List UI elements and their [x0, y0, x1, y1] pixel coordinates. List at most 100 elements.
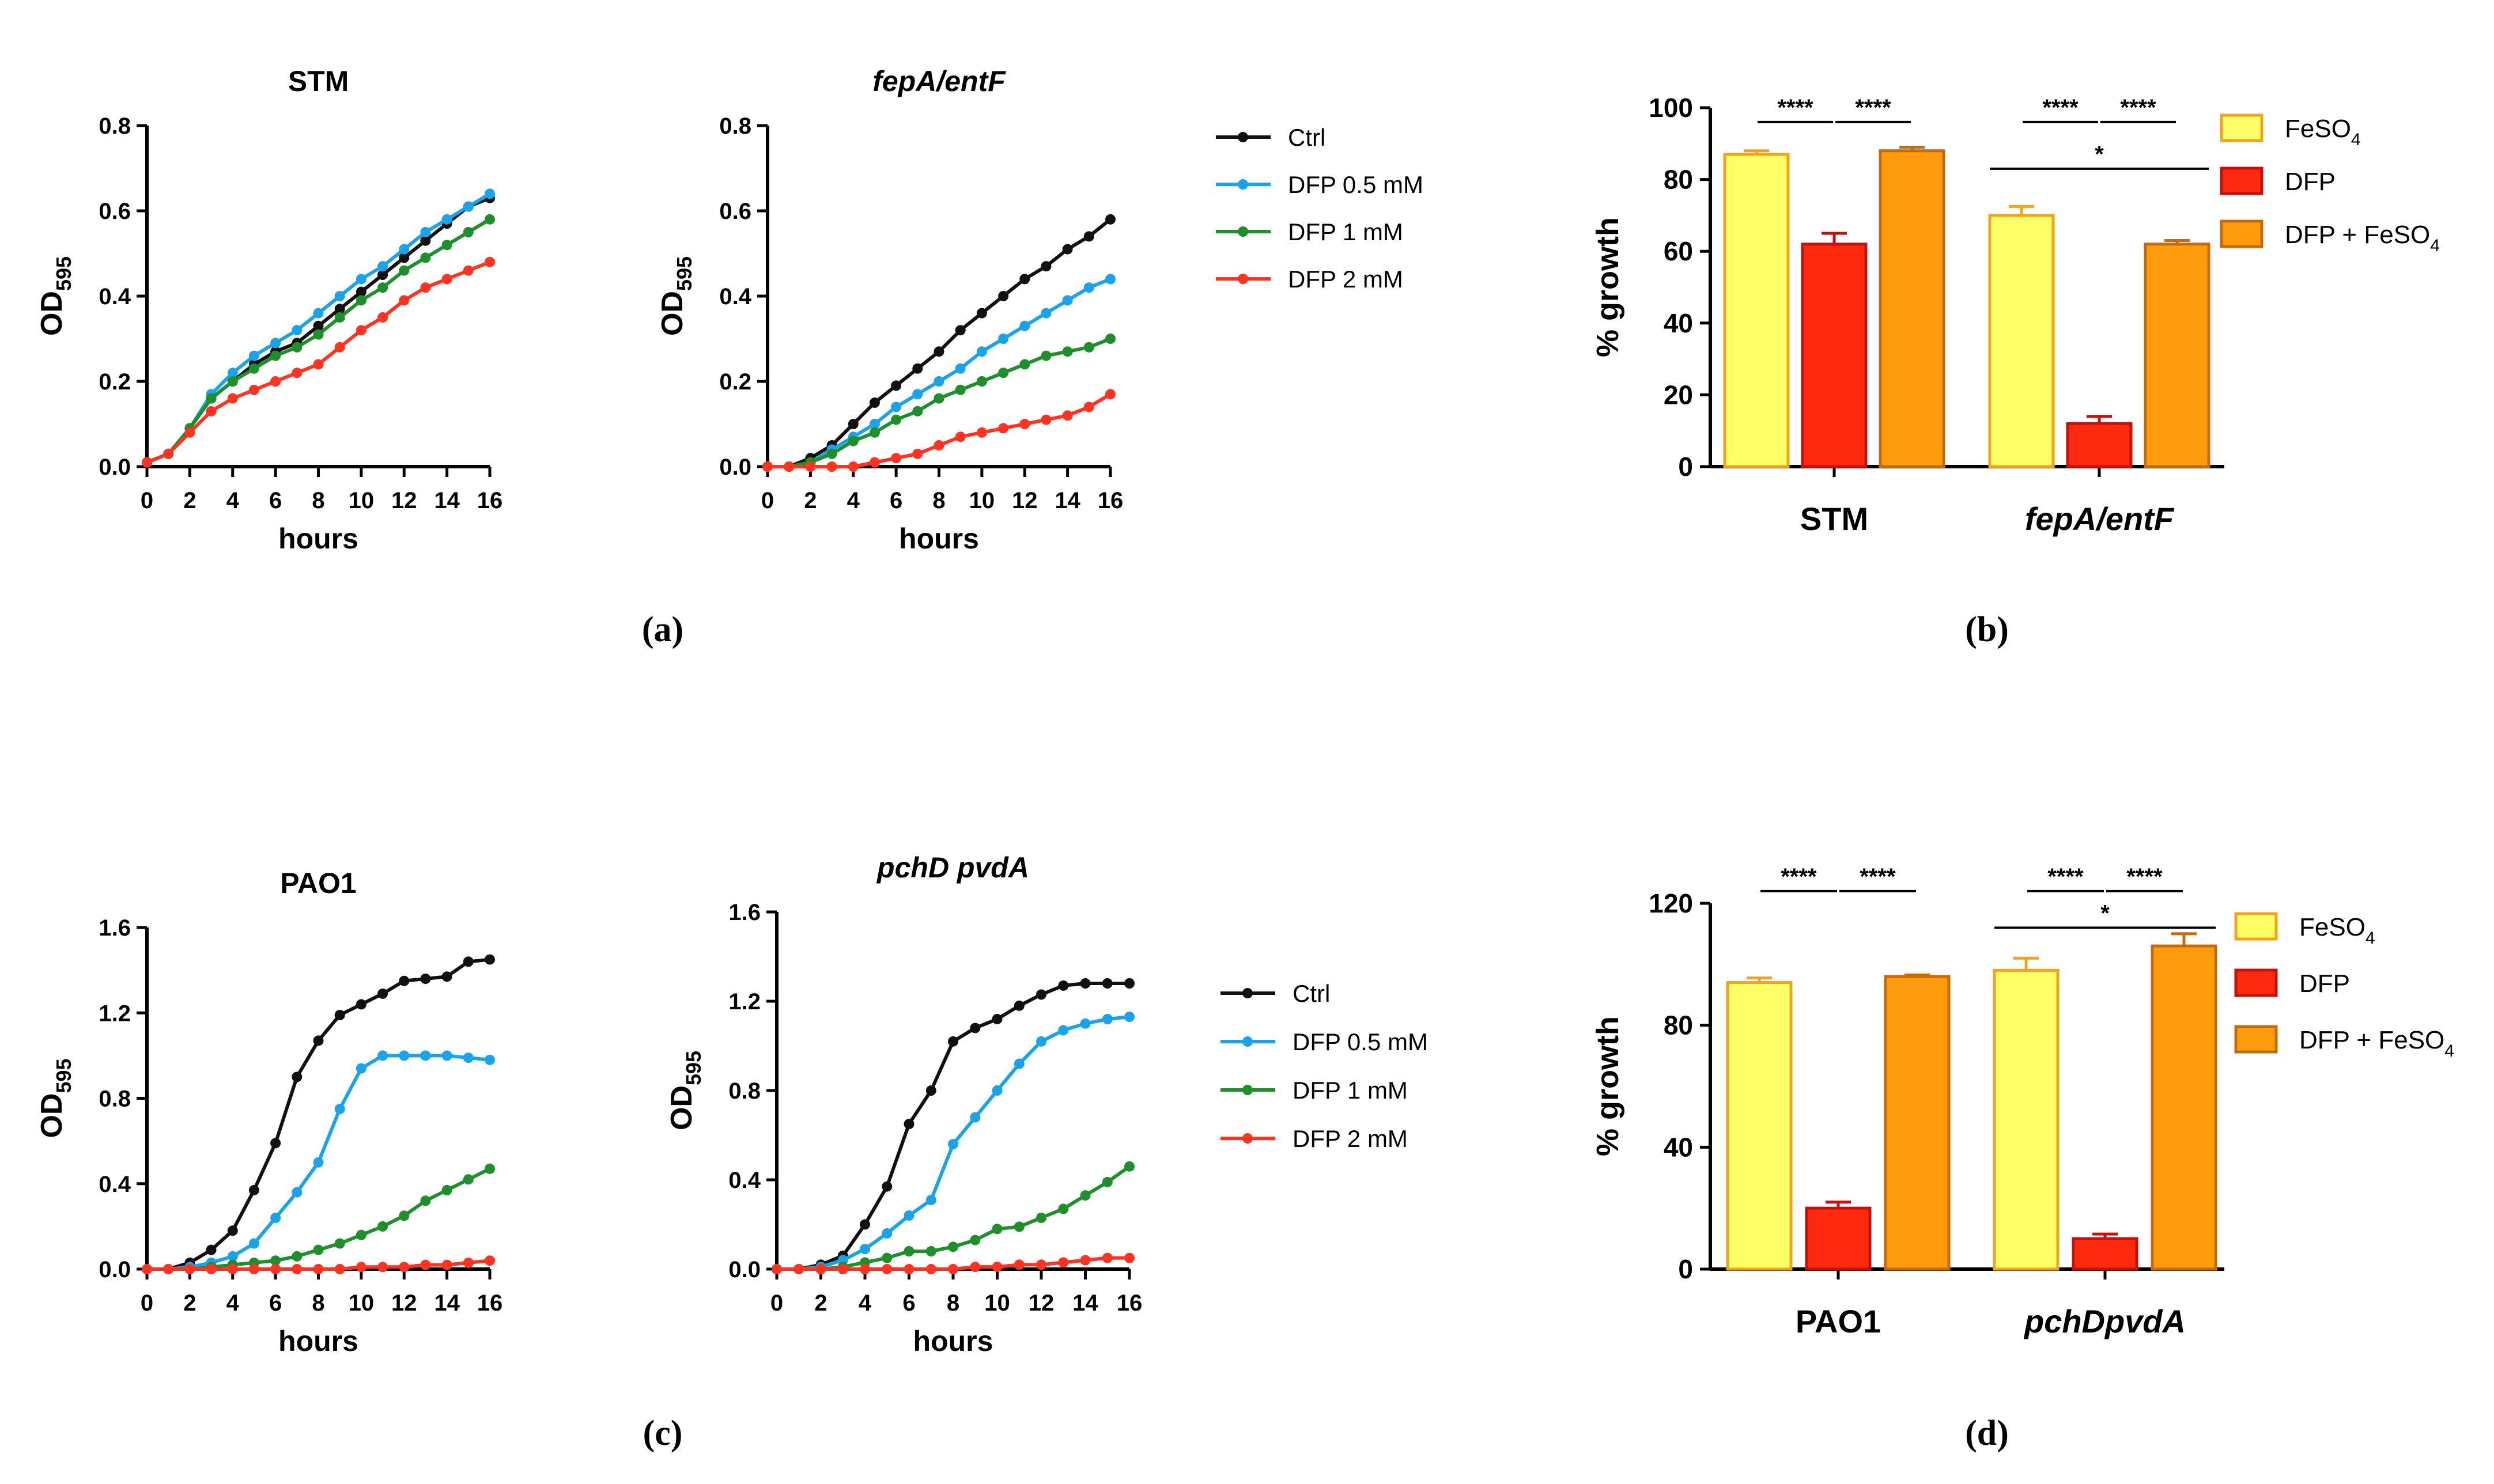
- data-point-dfp1: [992, 1224, 1003, 1235]
- data-point-dfp2: [998, 423, 1009, 434]
- data-point-dfp2: [248, 384, 259, 395]
- data-point-dfp05: [227, 1251, 238, 1262]
- x-tick-label: 0: [141, 1290, 153, 1316]
- data-point-dfp05: [948, 1139, 958, 1149]
- y-tick-label: 0.0: [99, 1257, 131, 1282]
- data-point-dfp05: [377, 1050, 388, 1061]
- x-tick-label: 6: [269, 1290, 282, 1316]
- data-point-dfp2: [292, 368, 303, 378]
- panel-label-a: (a): [642, 610, 683, 649]
- data-point-dfp05: [441, 214, 452, 225]
- data-point-dfp1: [356, 295, 366, 306]
- series-line-dfp1: [777, 1165, 1131, 1271]
- data-point-dfp05: [1041, 308, 1052, 319]
- data-point-dfp2: [313, 359, 324, 370]
- chart-pchd-pvda-growth: 0 2 4 6 8 10 12 14 16 0.0 0.4 0.8 1.2 1.6 pchD pvdA hou…: [665, 851, 1142, 1357]
- data-point-dfp2: [869, 457, 880, 468]
- data-point-dfp2: [970, 1262, 981, 1273]
- data-point-ctrl: [420, 974, 431, 984]
- bar-dfp_feso4: [1884, 975, 1951, 1271]
- data-point-ctrl: [270, 1138, 281, 1149]
- x-tick-label: 10: [349, 1290, 375, 1316]
- data-point-dfp1: [912, 406, 923, 417]
- data-point-dfp2: [163, 448, 174, 459]
- data-point-dfp05: [882, 1228, 893, 1239]
- panel-label-b: (b): [1965, 610, 2009, 649]
- y-tick-label: 120: [1649, 888, 1693, 918]
- legend-label-dfp_feso4: DFP + FeSO4: [2299, 1026, 2454, 1061]
- y-tick-label: 0.8: [728, 1078, 761, 1104]
- data-point-dfp05: [313, 1157, 324, 1168]
- data-point-dfp2: [334, 1264, 345, 1274]
- legend-marker-dfp2: [1242, 1133, 1253, 1144]
- data-point-dfp2: [826, 461, 837, 472]
- bar-dfp: [1801, 243, 1868, 468]
- category-label: STM: [1800, 501, 1868, 537]
- x-tick-label: 10: [969, 488, 995, 513]
- y-tick-label: 0.4: [99, 1172, 131, 1197]
- significance-label: ****: [2042, 95, 2079, 120]
- data-point-ctrl: [912, 363, 923, 374]
- data-point-dfp05: [356, 274, 366, 285]
- y-axis-label: OD595: [35, 256, 75, 336]
- series-line-ctrl: [147, 957, 490, 1271]
- data-point-dfp2: [976, 427, 987, 438]
- data-point-dfp1: [1083, 342, 1094, 353]
- data-point-dfp1: [891, 414, 902, 425]
- data-point-dfp05: [334, 291, 345, 301]
- y-tick-label: 0.6: [719, 199, 751, 224]
- x-tick-label: 2: [183, 488, 196, 513]
- data-point-ctrl: [998, 291, 1009, 301]
- y-tick-label: 0.8: [99, 113, 131, 139]
- x-tick-label: 10: [984, 1290, 1010, 1316]
- legend-label-dfp: DFP: [2299, 970, 2350, 998]
- legend-marker-ctrl: [1238, 132, 1248, 142]
- data-point-dfp05: [955, 363, 966, 374]
- data-point-ctrl: [206, 1244, 217, 1255]
- x-tick-label: 2: [814, 1290, 827, 1316]
- y-axis-label: OD595: [656, 256, 696, 336]
- data-point-dfp1: [848, 436, 859, 446]
- bar-dfp_feso4: [2151, 944, 2217, 1271]
- data-point-ctrl: [1124, 978, 1135, 989]
- data-point-dfp2: [206, 406, 217, 417]
- data-point-dfp2: [463, 1257, 474, 1268]
- data-point-dfp1: [292, 342, 303, 353]
- data-point-dfp1: [1105, 334, 1116, 344]
- x-tick-label: 4: [859, 1290, 872, 1316]
- data-point-ctrl: [441, 971, 452, 982]
- x-tick-label: 8: [312, 1290, 324, 1316]
- data-point-ctrl: [1058, 980, 1069, 991]
- data-point-dfp2: [1080, 1255, 1091, 1266]
- legend-marker-dfp05: [1242, 1036, 1253, 1047]
- legend-marker-dfp1: [1238, 226, 1248, 237]
- data-point-dfp05: [1062, 295, 1073, 306]
- data-point-dfp05: [970, 1112, 981, 1123]
- legend-swatch-dfp: [2234, 968, 2278, 997]
- legend-label-dfp: DFP: [2285, 168, 2336, 196]
- data-point-ctrl: [1105, 214, 1116, 225]
- data-point-dfp1: [292, 1251, 303, 1262]
- data-point-ctrl: [227, 1225, 238, 1236]
- data-point-ctrl: [248, 1184, 259, 1195]
- data-point-dfp05: [998, 334, 1009, 344]
- legend-marker-dfp2: [1238, 274, 1248, 284]
- data-point-dfp2: [227, 1264, 238, 1274]
- x-tick-label: 12: [1029, 1290, 1055, 1316]
- data-point-dfp05: [1102, 1014, 1113, 1024]
- data-point-ctrl: [334, 304, 345, 315]
- y-tick-label: 1.6: [99, 915, 131, 941]
- y-tick-label: 0.0: [99, 455, 131, 480]
- significance-label: ****: [2120, 95, 2156, 120]
- data-point-dfp2: [1083, 402, 1094, 412]
- data-point-dfp2: [1041, 414, 1052, 425]
- data-point-dfp1: [377, 1221, 388, 1232]
- data-point-dfp1: [826, 448, 837, 459]
- chart-pao1-growth: 0 2 4 6 8 10 12 14 16 0.0 0.4 0.8 1.2 1.6 PAO1 hours OD5…: [35, 867, 502, 1357]
- data-point-dfp1: [934, 393, 944, 404]
- y-tick-label: 0: [1678, 1254, 1693, 1284]
- data-point-dfp05: [976, 346, 987, 357]
- data-point-dfp05: [313, 308, 324, 319]
- y-axis-label: % growth: [1590, 1016, 1625, 1156]
